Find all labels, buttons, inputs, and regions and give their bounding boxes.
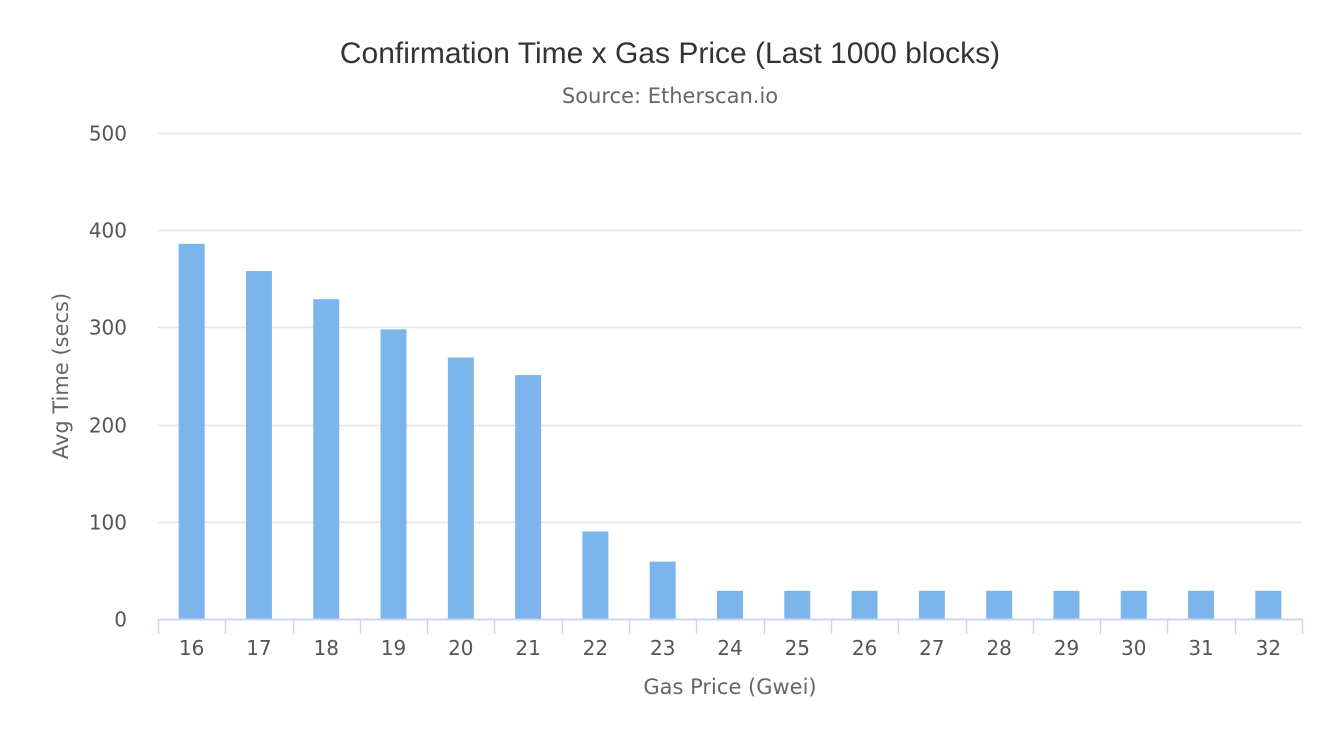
bar-19[interactable] <box>380 329 407 619</box>
x-tick-label: 19 <box>381 636 406 660</box>
y-tick-label: 300 <box>89 316 127 340</box>
bar-28[interactable] <box>986 590 1013 619</box>
x-tick-label: 24 <box>717 636 742 660</box>
bar-31[interactable] <box>1188 590 1215 619</box>
y-tick-label: 0 <box>114 608 127 632</box>
bar-24[interactable] <box>717 590 743 619</box>
x-tick-label: 20 <box>448 636 473 660</box>
x-axis-ticks: 16 17 18 19 20 21 22 23 24 25 26 27 28 29 30 31 32 <box>179 636 1281 660</box>
bar-29[interactable] <box>1053 590 1080 619</box>
x-tick-label: 23 <box>650 636 675 660</box>
y-tick-label: 500 <box>89 122 127 146</box>
x-axis-title: Gas Price (Gwei) <box>643 675 816 699</box>
bars <box>178 243 1282 619</box>
x-tick-label: 17 <box>246 636 271 660</box>
bar-18[interactable] <box>313 299 340 619</box>
y-tick-label: 200 <box>89 414 127 438</box>
x-tick-label: 30 <box>1121 636 1146 660</box>
bar-30[interactable] <box>1120 590 1147 619</box>
bar-25[interactable] <box>784 590 811 619</box>
bar-17[interactable] <box>245 271 272 619</box>
x-tick-label: 28 <box>986 636 1011 660</box>
y-axis-ticks: 0 100 200 300 400 500 <box>89 122 127 632</box>
x-tick-label: 32 <box>1256 636 1281 660</box>
x-tick-label: 27 <box>919 636 944 660</box>
bar-22[interactable] <box>582 531 609 619</box>
x-tick-label: 26 <box>852 636 877 660</box>
x-tick-label: 21 <box>515 636 540 660</box>
bar-26[interactable] <box>851 590 878 619</box>
bar-27[interactable] <box>918 590 945 619</box>
grid-lines <box>158 132 1302 524</box>
bar-16[interactable] <box>178 243 205 619</box>
x-tick-label: 22 <box>583 636 608 660</box>
x-tick-label: 29 <box>1054 636 1079 660</box>
x-tick-label: 31 <box>1188 636 1213 660</box>
bar-23[interactable] <box>649 561 676 619</box>
bar-32[interactable] <box>1255 590 1282 619</box>
x-tick-label: 25 <box>785 636 810 660</box>
bar-20[interactable] <box>447 357 474 619</box>
x-tick-label: 16 <box>179 636 204 660</box>
chart-title: Confirmation Time x Gas Price (Last 1000… <box>339 37 1001 70</box>
x-tick-label: 18 <box>314 636 339 660</box>
y-tick-label: 400 <box>89 219 127 243</box>
chart-subtitle: Source: Etherscan.io <box>561 84 779 108</box>
x-axis <box>157 618 1304 634</box>
y-tick-label: 100 <box>89 511 127 535</box>
bar-21[interactable] <box>515 375 542 619</box>
y-axis-title: Avg Time (secs) <box>49 293 73 459</box>
